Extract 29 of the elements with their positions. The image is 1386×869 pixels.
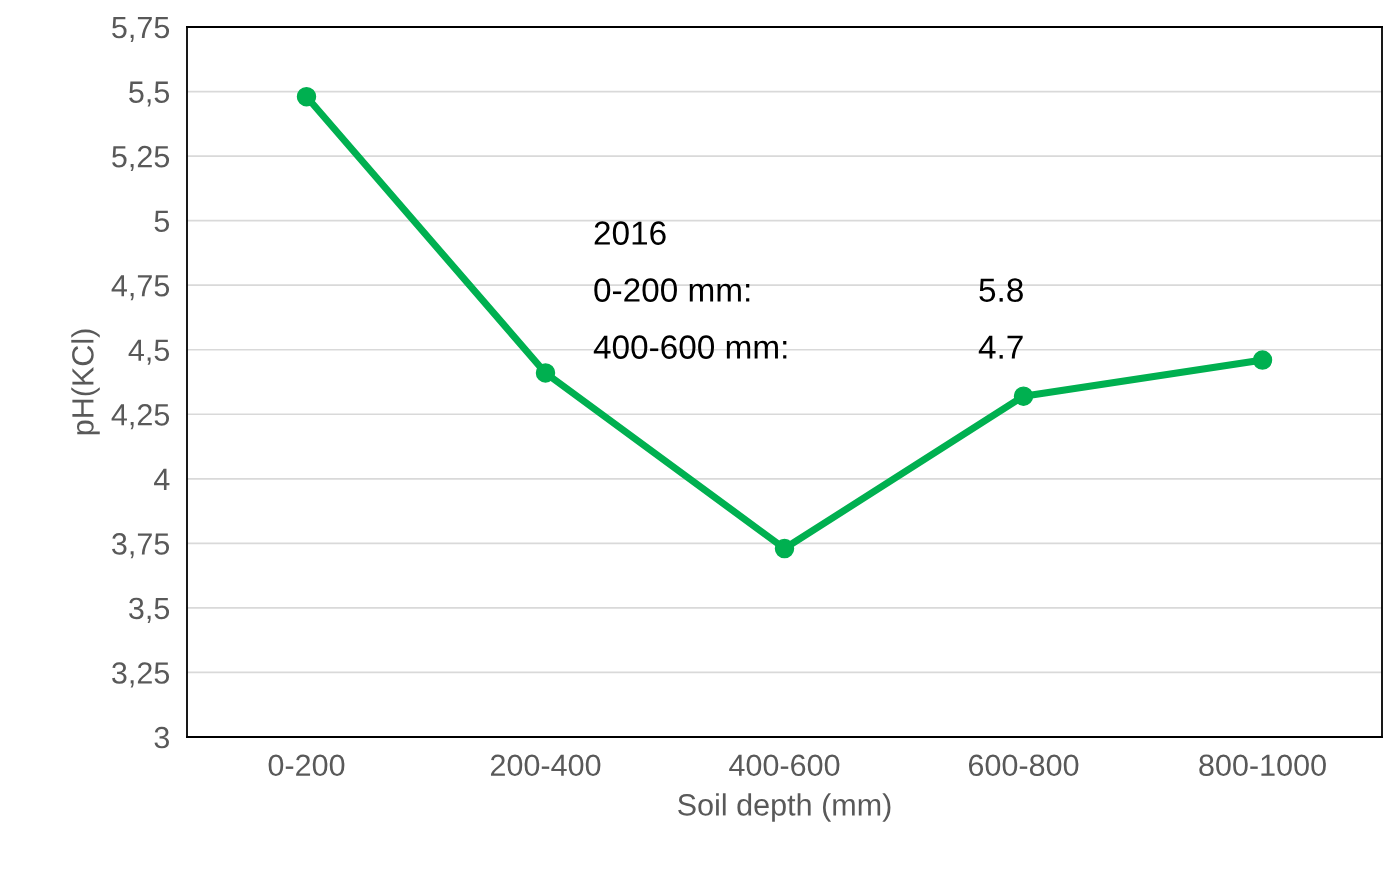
y-tick-label: 5,75: [112, 17, 170, 42]
annotation: 5.8: [979, 278, 1023, 302]
x-tick-label: 200-400: [490, 754, 601, 777]
point: [535, 363, 556, 383]
annotation: 4.7: [978, 335, 1023, 359]
x-tick-label: 800-1000: [1199, 754, 1326, 777]
point: [1013, 386, 1034, 406]
x-axis-title: Soil depth (mm): [678, 793, 891, 822]
annotation: 400-600 mm:: [593, 335, 787, 359]
y-tick-label: 3,5: [129, 597, 170, 623]
x-tick-label: 600-800: [968, 754, 1079, 777]
y-tick-label: 3,25: [112, 662, 170, 688]
x-tick-label: 400-600: [729, 754, 840, 777]
y-tick-label: 3,75: [112, 533, 170, 559]
y-tick-label: 4,25: [111, 404, 170, 430]
y-tick-label: 5: [154, 210, 170, 233]
point: [1252, 350, 1273, 370]
y-tick-label: 4,5: [128, 339, 170, 365]
point: [296, 86, 317, 107]
y-tick-label: 3: [154, 726, 169, 749]
point: [774, 538, 795, 559]
y-tick-label: 5,25: [112, 145, 170, 172]
x-tick-label: 0-200: [268, 754, 345, 777]
y-axis-title: pH(KCl): [71, 329, 100, 435]
annotation: 2016: [594, 221, 666, 245]
y-tick-label: 5,5: [129, 81, 170, 107]
annotation: 0-200 mm:: [594, 278, 750, 302]
y-tick-label: 4,75: [111, 275, 170, 301]
y-tick-label: 4: [154, 468, 170, 490]
